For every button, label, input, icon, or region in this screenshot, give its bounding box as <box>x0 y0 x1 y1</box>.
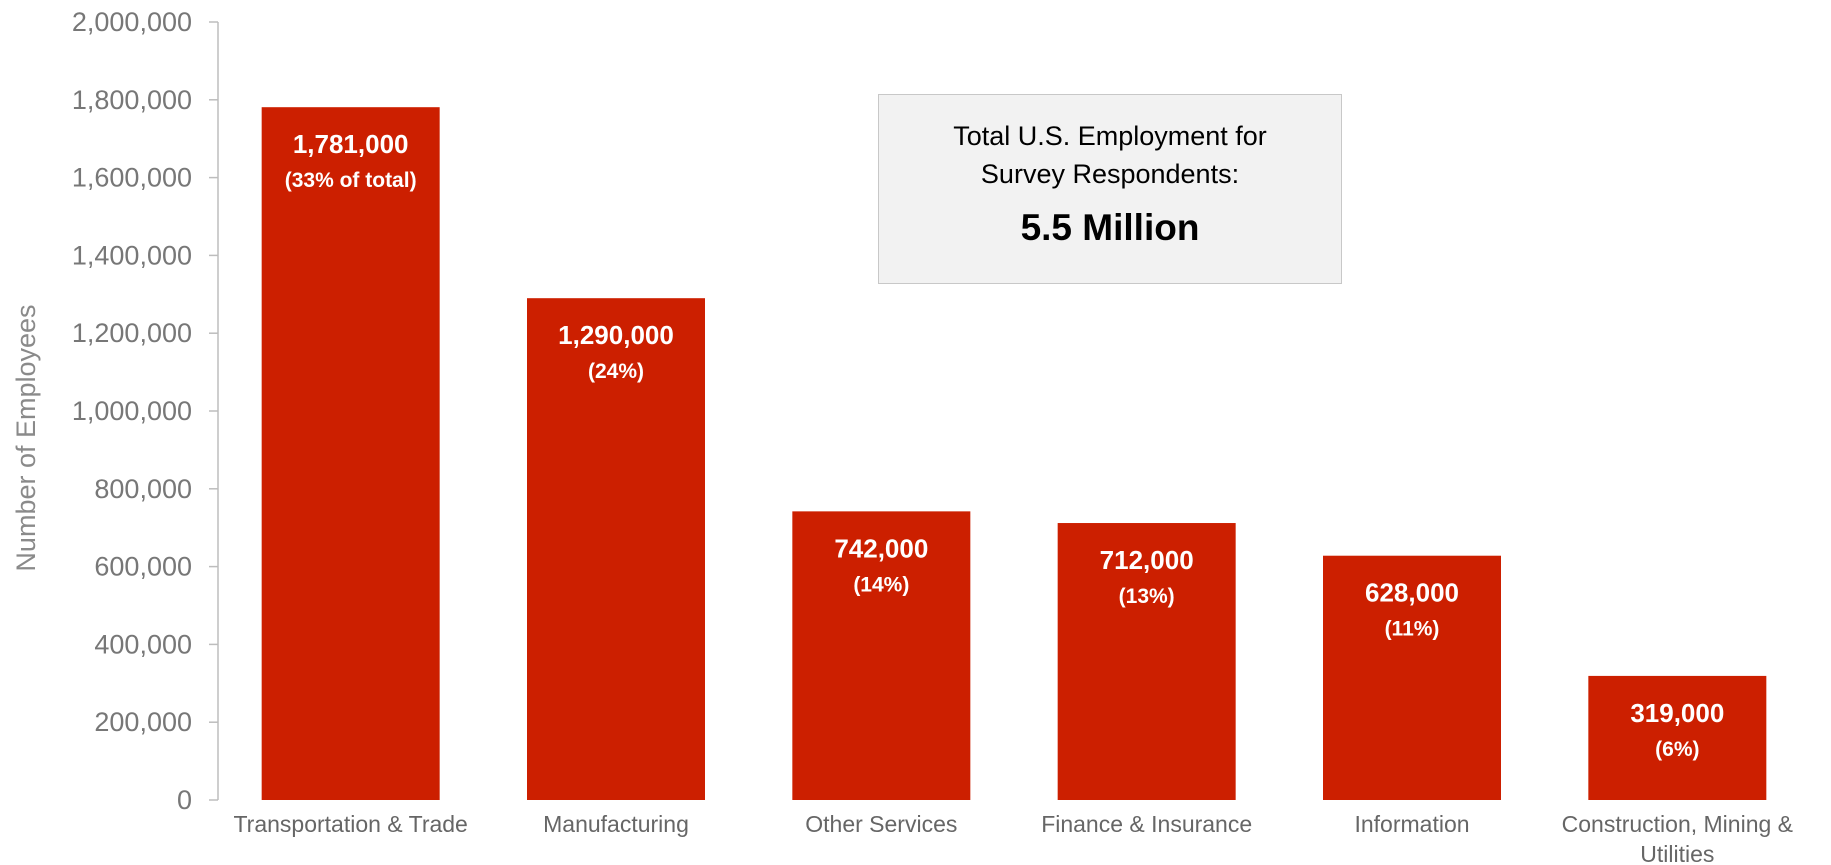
x-category-label: Other Services <box>805 811 957 837</box>
y-tick-label: 600,000 <box>94 552 192 582</box>
x-category-label: Information <box>1354 811 1469 837</box>
callout-value: 5.5 Million <box>1020 207 1200 248</box>
bar-percent-label: (13%) <box>1119 585 1175 608</box>
bar <box>792 511 971 800</box>
callout-heading: Total U.S. Employment for Survey Respond… <box>953 121 1267 189</box>
bar <box>1057 523 1236 800</box>
y-tick-label: 1,400,000 <box>72 240 192 270</box>
x-category-label: Finance & Insurance <box>1041 811 1252 837</box>
bar <box>1588 675 1767 800</box>
y-tick-label: 2,000,000 <box>72 7 192 37</box>
y-axis-title: Number of Employees <box>11 304 41 571</box>
bar-value-label: 712,000 <box>1100 545 1194 575</box>
bar-percent-label: (33% of total) <box>285 169 417 192</box>
bars: 1,781,000 (33% of total) 1,290,000 (24%) 742… <box>261 107 1767 801</box>
bar <box>261 107 440 801</box>
bar-percent-label: (6%) <box>1655 738 1699 761</box>
x-axis-labels: Transportation & Trade Manufacturing Other… <box>233 811 1793 865</box>
y-tick-label: 0 <box>177 785 192 815</box>
y-tick-label: 1,800,000 <box>72 85 192 115</box>
y-tick-label: 400,000 <box>94 629 192 659</box>
bar-value-label: 628,000 <box>1365 578 1459 608</box>
bar-percent-label: (14%) <box>853 573 909 596</box>
y-tick-label: 1,200,000 <box>72 318 192 348</box>
x-category-label: Construction, Mining & <box>1562 811 1793 837</box>
x-category-label: Utilities <box>1640 841 1714 865</box>
y-tick-label: 1,600,000 <box>72 163 192 193</box>
bar-percent-label: (11%) <box>1385 618 1440 641</box>
bar-value-label: 319,000 <box>1630 698 1724 728</box>
y-tick-label: 800,000 <box>94 474 192 504</box>
total-employment-callout: Total U.S. Employment for Survey Respond… <box>878 94 1342 284</box>
x-category-label: Transportation & Trade <box>233 811 467 837</box>
bar-value-label: 1,290,000 <box>558 320 674 350</box>
bar <box>1323 555 1501 800</box>
bar-value-label: 1,781,000 <box>293 129 409 159</box>
bar-percent-label: (24%) <box>588 360 644 383</box>
y-axis: 0 200,000 400,000 600,000 800,000 1,000,000 1,… <box>72 7 219 815</box>
bar-value-label: 742,000 <box>834 533 928 563</box>
bar <box>527 298 705 800</box>
y-tick-label: 1,000,000 <box>72 396 192 426</box>
x-category-label: Manufacturing <box>543 811 689 837</box>
y-tick-label: 200,000 <box>94 707 192 737</box>
